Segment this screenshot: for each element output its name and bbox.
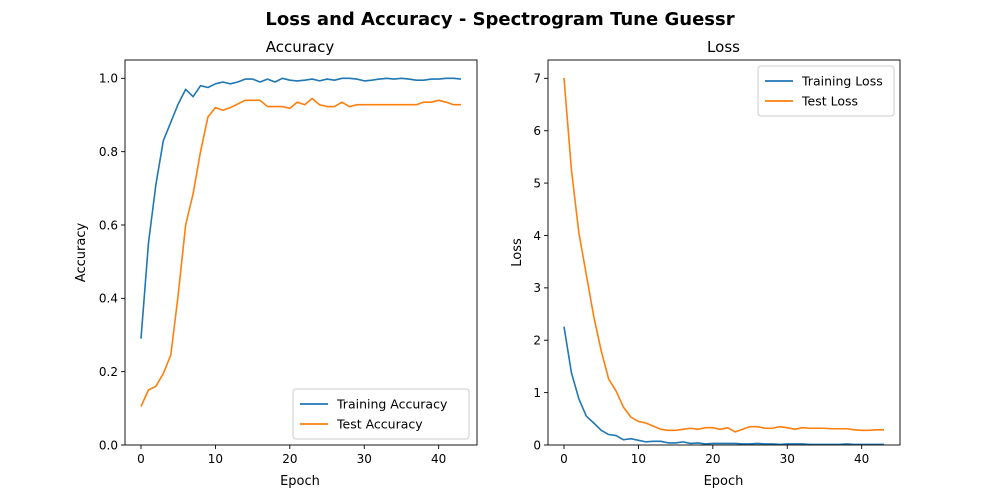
loss-y-tick-label: 3 xyxy=(533,281,541,295)
accuracy-legend-label: Training Accuracy xyxy=(336,397,448,412)
loss-y-axis-label: Loss xyxy=(510,238,525,267)
accuracy-y-tick-label: 0.6 xyxy=(99,218,118,232)
loss-plot: Loss Epoch Loss 0 10 20 30 40 0 1 2 3 4 5 6 7 Trainin… xyxy=(510,38,901,489)
accuracy-legend: Training Accuracy Test Accuracy xyxy=(292,388,470,440)
figure-title: Loss and Accuracy - Spectrogram Tune Gue… xyxy=(265,9,734,30)
loss-x-tick-label: 20 xyxy=(705,452,720,466)
accuracy-y-axis-label: Accuracy xyxy=(74,223,89,283)
loss-x-axis-label: Epoch xyxy=(704,474,744,489)
accuracy-x-axis-label: Epoch xyxy=(280,474,320,489)
accuracy-y-tick-label: 0.0 xyxy=(99,438,118,452)
loss-y-tick-label: 0 xyxy=(533,438,541,452)
loss-y-tick-label: 5 xyxy=(533,176,541,190)
loss-legend: Training Loss Test Loss xyxy=(757,65,895,117)
accuracy-y-tick-label: 0.2 xyxy=(99,365,118,379)
loss-legend-label: Training Loss xyxy=(801,74,883,89)
accuracy-plot: Accuracy Epoch Accuracy 0 10 20 30 40 0.0 0.2 0… xyxy=(74,38,478,489)
accuracy-plot-title: Accuracy xyxy=(266,38,335,56)
accuracy-y-tick-label: 0.8 xyxy=(99,145,118,159)
loss-plot-title: Loss xyxy=(707,38,740,56)
loss-y-tick-label: 2 xyxy=(533,334,541,348)
loss-x-tick-label: 40 xyxy=(854,452,869,466)
accuracy-x-tick-label: 30 xyxy=(357,452,372,466)
loss-legend-label: Test Loss xyxy=(801,94,858,109)
accuracy-y-tick-label: 1.0 xyxy=(99,72,118,86)
accuracy-y-tick-label: 0.4 xyxy=(99,292,118,306)
loss-y-tick-label: 6 xyxy=(533,124,541,138)
loss-series-line-training xyxy=(563,326,884,445)
loss-x-tick-label: 0 xyxy=(560,452,568,466)
loss-axes-frame xyxy=(547,59,901,446)
accuracy-series-line-training xyxy=(140,77,462,339)
loss-x-tick-label: 30 xyxy=(780,452,795,466)
accuracy-x-tick-label: 10 xyxy=(208,452,223,466)
accuracy-axes-frame xyxy=(124,59,478,446)
loss-y-tick-label: 4 xyxy=(533,229,541,243)
accuracy-series-line-test xyxy=(140,97,461,407)
loss-y-tick-label: 1 xyxy=(533,386,541,400)
accuracy-x-tick-label: 40 xyxy=(431,452,446,466)
loss-y-tick-label: 7 xyxy=(533,72,541,86)
accuracy-legend-label: Test Accuracy xyxy=(336,417,423,432)
accuracy-x-tick-label: 20 xyxy=(282,452,297,466)
accuracy-legend-box xyxy=(292,388,470,440)
loss-series-line-test xyxy=(563,77,884,433)
loss-legend-box xyxy=(757,65,895,117)
accuracy-x-tick-label: 0 xyxy=(137,452,145,466)
loss-x-tick-label: 10 xyxy=(631,452,646,466)
